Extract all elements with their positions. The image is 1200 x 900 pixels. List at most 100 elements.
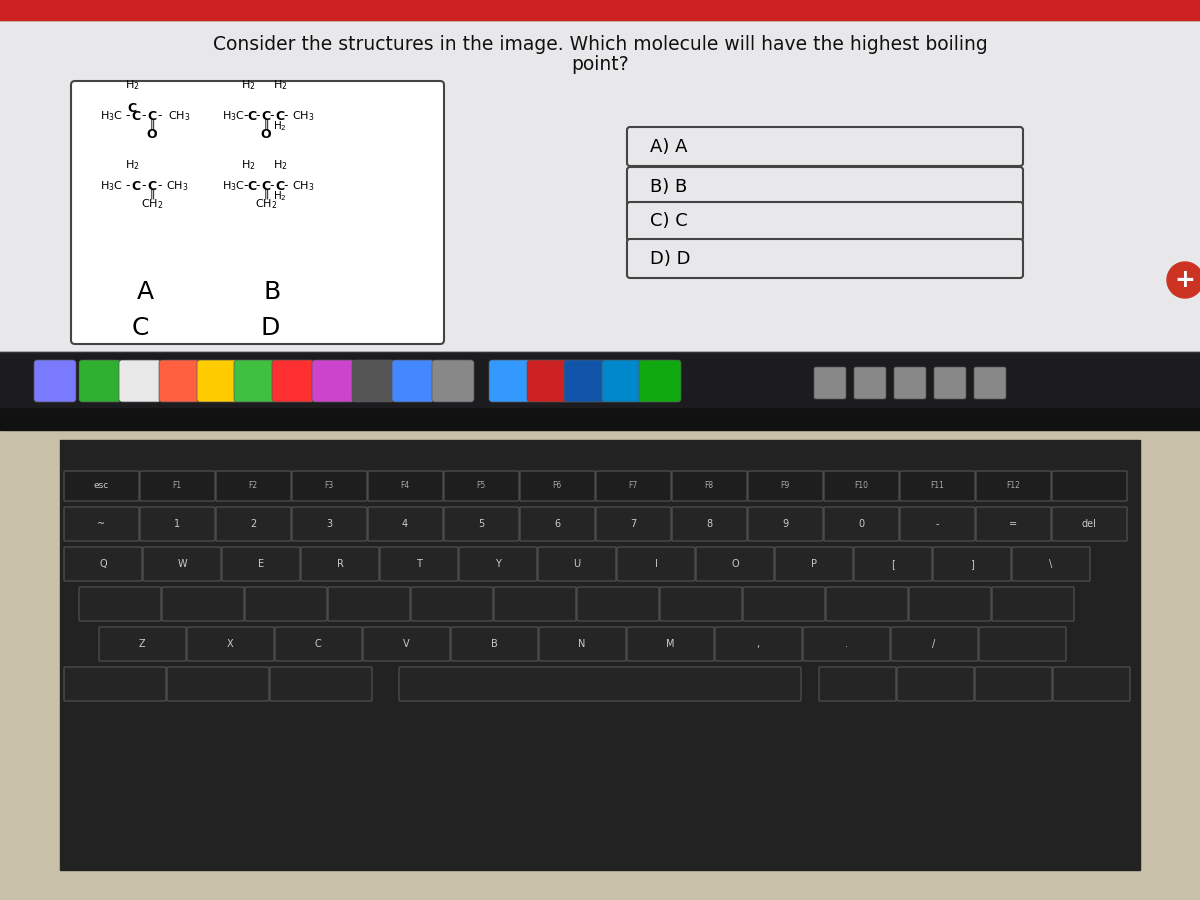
FancyBboxPatch shape bbox=[898, 667, 974, 701]
FancyBboxPatch shape bbox=[71, 81, 444, 344]
FancyBboxPatch shape bbox=[715, 627, 802, 661]
Text: -: - bbox=[283, 179, 288, 193]
FancyBboxPatch shape bbox=[368, 507, 443, 541]
Text: B: B bbox=[491, 639, 497, 649]
Text: H$_2$: H$_2$ bbox=[241, 158, 256, 172]
Text: ~: ~ bbox=[97, 519, 106, 529]
FancyBboxPatch shape bbox=[64, 667, 166, 701]
Text: E: E bbox=[258, 559, 264, 569]
Bar bbox=[60, 440, 1140, 870]
Text: point?: point? bbox=[571, 56, 629, 75]
Text: C: C bbox=[131, 316, 149, 340]
Text: CH$_3$: CH$_3$ bbox=[168, 109, 191, 123]
Text: C: C bbox=[247, 110, 257, 122]
Text: ‖: ‖ bbox=[149, 189, 155, 199]
Text: CH$_3$: CH$_3$ bbox=[292, 109, 314, 123]
FancyBboxPatch shape bbox=[432, 360, 474, 402]
Text: D) D: D) D bbox=[650, 249, 690, 267]
FancyBboxPatch shape bbox=[187, 627, 274, 661]
Text: F10: F10 bbox=[854, 482, 868, 490]
FancyBboxPatch shape bbox=[270, 667, 372, 701]
FancyBboxPatch shape bbox=[79, 360, 121, 402]
Text: C: C bbox=[276, 179, 284, 193]
FancyBboxPatch shape bbox=[451, 627, 538, 661]
Text: F8: F8 bbox=[704, 482, 714, 490]
FancyBboxPatch shape bbox=[64, 471, 139, 501]
Circle shape bbox=[1166, 262, 1200, 298]
FancyBboxPatch shape bbox=[1054, 667, 1130, 701]
Text: F3: F3 bbox=[324, 482, 334, 490]
FancyBboxPatch shape bbox=[628, 627, 714, 661]
Bar bbox=[0, 352, 1200, 407]
FancyBboxPatch shape bbox=[64, 547, 142, 581]
Text: -: - bbox=[157, 110, 162, 122]
FancyBboxPatch shape bbox=[976, 507, 1051, 541]
FancyBboxPatch shape bbox=[1012, 547, 1090, 581]
FancyBboxPatch shape bbox=[364, 627, 450, 661]
Text: -: - bbox=[126, 179, 131, 193]
Text: -: - bbox=[283, 110, 288, 122]
Text: F2: F2 bbox=[248, 482, 258, 490]
FancyBboxPatch shape bbox=[216, 471, 292, 501]
Text: C: C bbox=[148, 179, 156, 193]
FancyBboxPatch shape bbox=[292, 507, 367, 541]
FancyBboxPatch shape bbox=[596, 471, 671, 501]
Text: C: C bbox=[314, 639, 322, 649]
FancyBboxPatch shape bbox=[775, 547, 853, 581]
Text: C: C bbox=[127, 102, 137, 115]
Text: CH$_2$: CH$_2$ bbox=[140, 197, 163, 211]
FancyBboxPatch shape bbox=[628, 127, 1022, 166]
FancyBboxPatch shape bbox=[392, 360, 434, 402]
Text: F6: F6 bbox=[552, 482, 562, 490]
FancyBboxPatch shape bbox=[602, 360, 644, 402]
FancyBboxPatch shape bbox=[628, 167, 1022, 206]
FancyBboxPatch shape bbox=[743, 587, 826, 621]
FancyBboxPatch shape bbox=[539, 627, 626, 661]
FancyBboxPatch shape bbox=[640, 360, 682, 402]
FancyBboxPatch shape bbox=[197, 360, 239, 402]
FancyBboxPatch shape bbox=[564, 360, 606, 402]
FancyBboxPatch shape bbox=[275, 627, 362, 661]
Text: C) C: C) C bbox=[650, 212, 688, 230]
Text: W: W bbox=[178, 559, 187, 569]
Text: P: P bbox=[811, 559, 817, 569]
FancyBboxPatch shape bbox=[167, 667, 269, 701]
FancyBboxPatch shape bbox=[826, 587, 908, 621]
FancyBboxPatch shape bbox=[577, 587, 659, 621]
FancyBboxPatch shape bbox=[979, 627, 1066, 661]
Text: D: D bbox=[260, 316, 280, 340]
FancyBboxPatch shape bbox=[272, 360, 314, 402]
FancyBboxPatch shape bbox=[98, 627, 186, 661]
Text: R: R bbox=[336, 559, 343, 569]
Text: -: - bbox=[157, 179, 162, 193]
FancyBboxPatch shape bbox=[1052, 507, 1127, 541]
FancyBboxPatch shape bbox=[410, 587, 493, 621]
Text: -: - bbox=[935, 519, 938, 529]
FancyBboxPatch shape bbox=[748, 471, 823, 501]
Text: -: - bbox=[142, 179, 146, 193]
FancyBboxPatch shape bbox=[79, 587, 161, 621]
FancyBboxPatch shape bbox=[824, 471, 899, 501]
FancyBboxPatch shape bbox=[520, 471, 595, 501]
FancyBboxPatch shape bbox=[34, 360, 76, 402]
Text: CH$_3$: CH$_3$ bbox=[292, 179, 314, 193]
FancyBboxPatch shape bbox=[444, 471, 520, 501]
Text: C: C bbox=[276, 110, 284, 122]
Text: F12: F12 bbox=[1006, 482, 1020, 490]
FancyBboxPatch shape bbox=[234, 360, 276, 402]
Text: A: A bbox=[137, 280, 154, 304]
Text: CH$_2$: CH$_2$ bbox=[254, 197, 277, 211]
FancyBboxPatch shape bbox=[854, 547, 932, 581]
Text: esc: esc bbox=[94, 482, 109, 490]
Text: -: - bbox=[256, 110, 260, 122]
Text: Z: Z bbox=[139, 639, 145, 649]
Bar bbox=[0, 408, 1200, 430]
Text: 3: 3 bbox=[326, 519, 332, 529]
FancyBboxPatch shape bbox=[617, 547, 695, 581]
FancyBboxPatch shape bbox=[992, 587, 1074, 621]
Text: O: O bbox=[146, 128, 157, 140]
FancyBboxPatch shape bbox=[910, 587, 991, 621]
FancyBboxPatch shape bbox=[380, 547, 458, 581]
FancyBboxPatch shape bbox=[494, 587, 576, 621]
Text: F4: F4 bbox=[401, 482, 409, 490]
